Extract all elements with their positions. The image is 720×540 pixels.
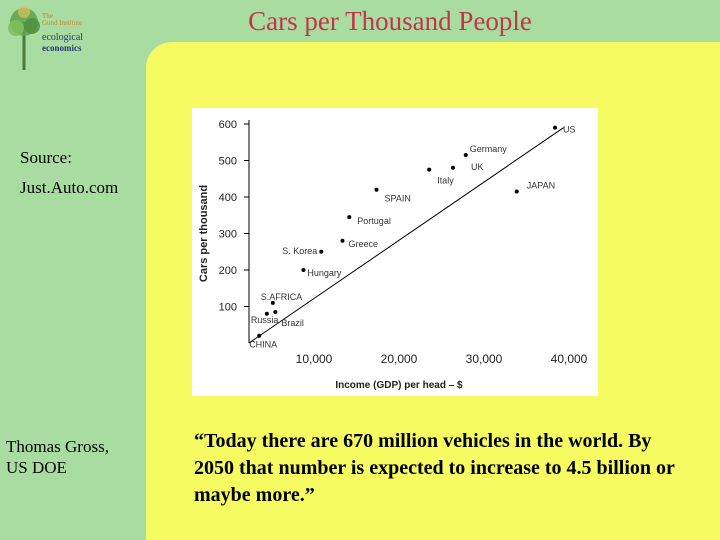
logo-ecological: ecological [42,32,84,43]
point-label-italy: Italy [437,176,454,186]
point-label-germany: Germany [470,144,508,154]
source-value: Just.Auto.com [20,178,119,197]
scatter-chart: 100 200 300 400 500 600 10,000 20,000 30,000 40,0… [192,108,598,396]
x-tick-label: 10,000 [296,352,333,366]
y-tick-label: 500 [219,156,237,168]
data-point-uk [451,165,455,170]
data-point-s-africa [270,300,275,305]
author-credit: Thomas Gross, US DOE [6,436,141,478]
author-name: Thomas Gross, [6,437,109,456]
tree-icon [8,6,40,70]
x-axis-label: Income (GDP) per head – $ [335,380,463,391]
data-point-japan [514,189,519,194]
data-point-portugal [347,215,352,220]
point-label-s-africa: S.AFRICA [261,292,303,302]
logo-gund-institute: Gund Institute [42,19,83,27]
data-point-greece [340,238,345,243]
data-point-germany [463,153,468,158]
y-tick-label: 300 [219,229,237,241]
data-point-spain [374,187,379,192]
trend-line [248,127,564,344]
point-label-japan: JAPAN [527,181,555,191]
x-tick-label: 30,000 [466,352,503,366]
slide-title: Cars per Thousand People [248,6,532,36]
logo-the: The [42,12,53,20]
chart-svg: 100 200 300 400 500 600 10,000 20,000 30,000 40,0… [198,119,588,391]
x-tick-label: 40,000 [551,352,588,366]
point-label-russia: Russia [251,315,279,325]
point-label-portugal: Portugal [357,216,391,226]
point-label-brazil: Brazil [281,318,304,328]
data-point-china [257,333,262,338]
data-point-hungary [301,268,306,272]
y-tick-label: 400 [219,192,237,204]
point-label-us: US [563,125,576,135]
y-axis-label: Cars per thousand [198,185,210,282]
logo-economics: economics [42,43,82,53]
point-label-uk: UK [471,162,484,172]
point-label-s-korea: S. Korea [282,246,317,256]
x-tick-label: 20,000 [381,352,418,366]
point-label-hungary: Hungary [307,268,342,278]
y-tick-label: 600 [219,119,237,131]
source-label: Source: [20,148,72,167]
point-label-spain: SPAIN [385,194,411,204]
y-tick-label: 200 [219,265,237,277]
data-point-italy [427,167,432,172]
data-point-russia [264,311,269,316]
y-tick-label: 100 [219,302,237,314]
point-label-china: CHINA [249,340,277,350]
point-label-greece: Greece [349,239,379,249]
quote-text: “Today there are 670 million vehicles in… [194,430,675,506]
gund-institute-logo: The Gund Institute ecological economics [2,2,122,72]
data-point-s-korea [319,249,324,254]
author-affiliation: US DOE [6,458,67,477]
data-point-us [553,125,557,130]
data-point-brazil [273,309,278,314]
